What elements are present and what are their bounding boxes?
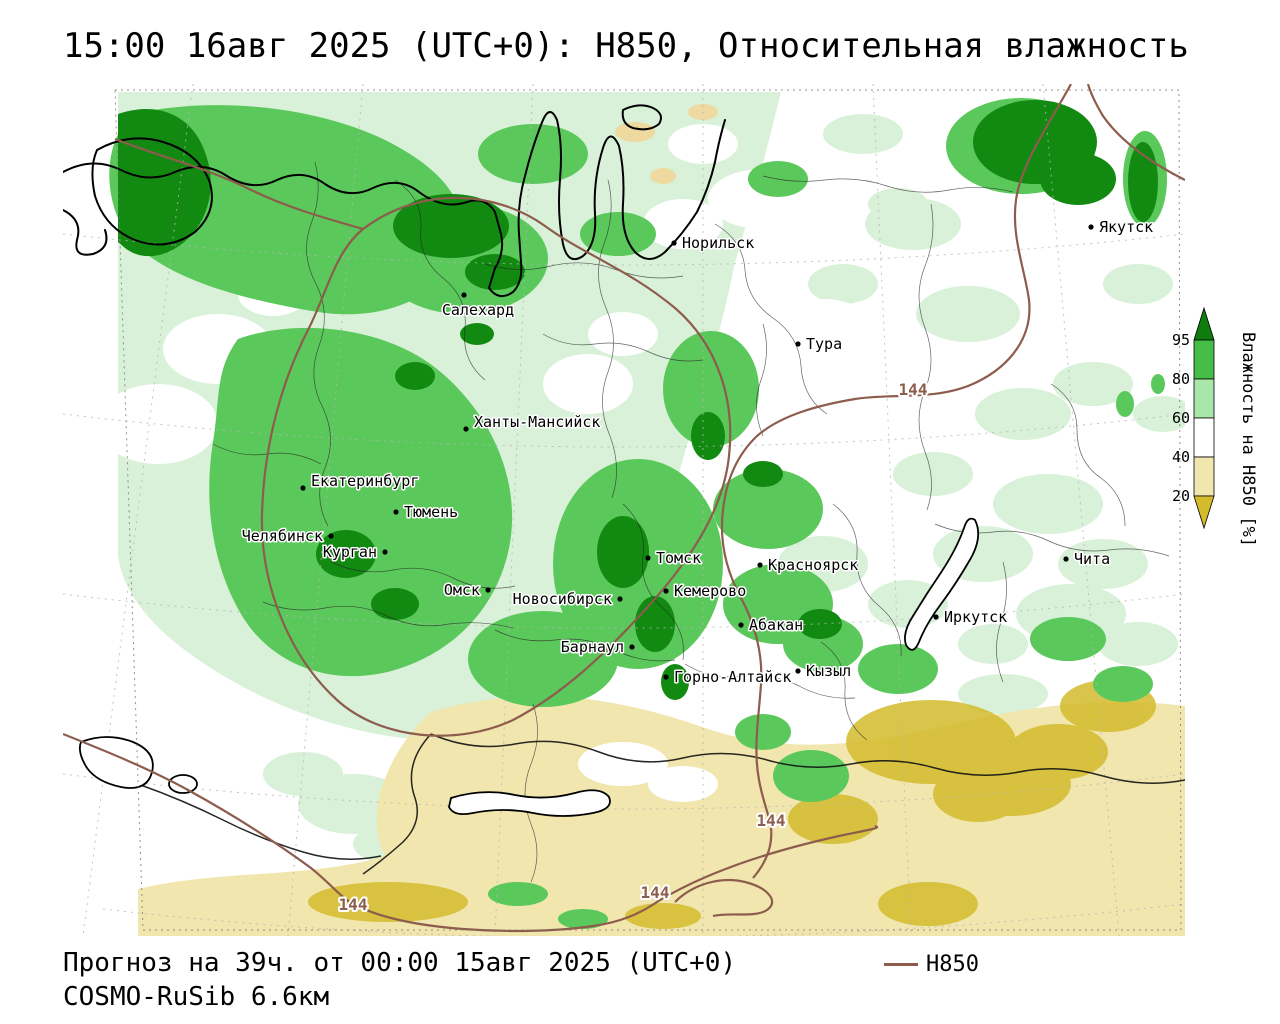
colorbar-axis-label: Влажность на H850 [%] — [1238, 332, 1258, 547]
small-lake — [168, 774, 198, 794]
city-marker: Томск — [645, 548, 703, 569]
city-label: Курган — [323, 543, 377, 561]
contour-value-label: 144 — [899, 380, 928, 399]
h850-legend-label: H850 — [926, 952, 979, 977]
city-marker: Ханты-Мансийск — [463, 412, 602, 433]
city-marker: Кызыл — [795, 661, 853, 682]
city-label: Иркутск — [944, 608, 1007, 626]
h850-line-swatch — [884, 963, 918, 966]
city-marker: Омск — [442, 580, 491, 601]
city-label: Новосибирск — [513, 590, 612, 608]
city-label: Томск — [656, 549, 701, 567]
city-marker: Абакан — [738, 615, 805, 636]
city-label: Кызыл — [806, 662, 851, 680]
colorbar-band — [1193, 339, 1215, 380]
city-label: Кемерово — [674, 582, 746, 600]
city-dot — [933, 614, 939, 620]
city-dot — [663, 588, 669, 594]
contour-label-layer: 144 144 144 144 — [337, 378, 930, 916]
city-marker: Красноярск — [757, 555, 860, 576]
city-label: Челябинск — [242, 527, 323, 545]
city-dot — [328, 533, 334, 539]
city-dot — [485, 587, 491, 593]
national-borders-layer — [137, 733, 1185, 875]
city-dot — [795, 341, 801, 347]
domain-boundary — [114, 89, 1182, 931]
city-marker: Курган — [321, 542, 388, 563]
humidity-colorbar: 95 80 60 40 20 — [1168, 306, 1238, 538]
city-dot — [645, 555, 651, 561]
city-dot — [463, 426, 469, 432]
contour-value-label: 144 — [339, 895, 368, 914]
city-dot — [1063, 556, 1069, 562]
city-marker: Иркутск — [933, 607, 1009, 628]
city-marker: Горно-Алтайск — [663, 667, 793, 688]
colorbar-tick-label: 80 — [1172, 370, 1190, 388]
colorbar-tick-label: 40 — [1172, 448, 1190, 466]
city-marker: Чита — [1063, 549, 1112, 570]
h850-contour-layer — [63, 84, 1185, 933]
colorbar-tick-label: 95 — [1172, 331, 1190, 349]
city-dot — [1088, 224, 1094, 230]
city-label: Якутск — [1099, 218, 1153, 236]
contour-value-label: 144 — [641, 883, 670, 902]
city-label: Екатеринбург — [311, 472, 419, 490]
lake-west — [78, 736, 154, 789]
colorbar-band — [1193, 456, 1215, 497]
contour-value-label: 144 — [757, 811, 786, 830]
city-layer: Норильск Салехард Тура Якутск Ханты-Мансийск… — [240, 217, 1155, 688]
colorbar-arrow-top — [1193, 306, 1215, 341]
city-dot — [382, 549, 388, 555]
city-dot — [795, 668, 801, 674]
colorbar-tick-label: 60 — [1172, 409, 1190, 427]
city-marker: Екатеринбург — [300, 471, 421, 492]
city-label: Абакан — [749, 616, 803, 634]
map-title: 15:00 16авг 2025 (UTC+0): H850, Относите… — [63, 26, 1189, 66]
city-marker: Салехард — [440, 292, 516, 321]
forecast-info: Прогноз на 39ч. от 00:00 15авг 2025 (UTC… — [63, 948, 737, 978]
city-marker: Кемерово — [663, 581, 748, 602]
city-marker: Якутск — [1088, 217, 1155, 238]
city-label: Норильск — [682, 234, 754, 252]
city-dot — [617, 596, 623, 602]
city-dot — [738, 622, 744, 628]
city-dot — [629, 644, 635, 650]
city-label: Горно-Алтайск — [674, 668, 791, 686]
colorbar-tick-label: 20 — [1172, 487, 1190, 505]
city-label: Чита — [1074, 550, 1110, 568]
city-dot — [461, 292, 467, 298]
city-label: Тура — [806, 335, 842, 353]
city-dot — [300, 485, 306, 491]
city-label: Омск — [444, 581, 480, 599]
city-marker: Новосибирск — [511, 589, 623, 610]
city-marker: Челябинск — [240, 526, 334, 547]
lake-baikal — [904, 517, 980, 651]
city-label: Ханты-Мансийск — [474, 413, 600, 431]
forecast-map: 144 144 144 144 Норильск Салехард Тура Якутск Х… — [63, 84, 1185, 936]
colorbar-arrow-bottom — [1193, 495, 1215, 530]
humidity-gap-layer — [98, 124, 878, 464]
model-info: COSMO-RuSib 6.6км — [63, 982, 330, 1012]
colorbar-band — [1193, 417, 1215, 458]
city-label: Салехард — [442, 301, 514, 319]
city-dot — [393, 509, 399, 515]
lake-balkhash — [448, 789, 611, 817]
city-marker: Тюмень — [393, 502, 460, 523]
h850-legend: H850 — [884, 952, 979, 977]
city-label: Барнаул — [561, 638, 624, 656]
city-dot — [671, 240, 677, 246]
city-label: Тюмень — [404, 503, 458, 521]
city-label: Красноярск — [768, 556, 858, 574]
graticule-layer — [63, 84, 1185, 936]
map-canvas: 144 144 144 144 Норильск Салехард Тура Якутск Х… — [63, 84, 1185, 936]
humidity-colorbar-svg: 95 80 60 40 20 — [1172, 306, 1215, 530]
city-marker: Барнаул — [559, 637, 635, 658]
city-marker: Норильск — [671, 233, 756, 254]
city-dot — [757, 562, 763, 568]
colorbar-band — [1193, 378, 1215, 419]
coastline-layer — [63, 104, 980, 817]
city-marker: Тура — [795, 334, 844, 355]
city-dot — [663, 674, 669, 680]
